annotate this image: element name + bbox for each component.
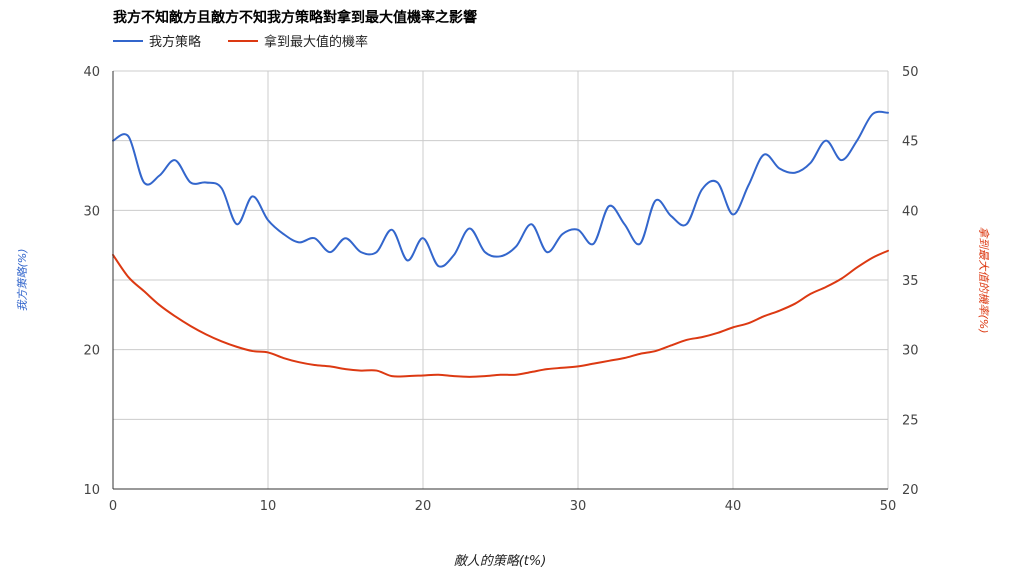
x-tick-label-3: 30 [570,499,587,514]
y-axis-right-title: 拿到最大值的機率(%) [977,226,990,333]
tick-labels: 0 10 20 30 40 50 10 20 30 40 20 25 30 35 40 45 50 [83,65,918,514]
x-tick-label-0: 0 [109,499,117,514]
legend-label-series-0[interactable]: 我方策略 [149,34,201,50]
y-left-tick-label-3: 40 [83,65,100,80]
axes [112,71,888,490]
x-tick-label-1: 10 [260,499,277,514]
x-tick-label-2: 20 [415,499,432,514]
y-right-tick-label-2: 30 [902,344,919,359]
y-left-tick-label-0: 10 [83,483,100,498]
y-right-tick-label-5: 45 [902,135,919,150]
series-line-1[interactable] [112,249,889,378]
y-left-tick-label-1: 20 [83,344,100,359]
chart-title: 我方不知敵方且敵方不知我方策略對拿到最大值機率之影響 [113,9,477,26]
y-axis-left-title: 我方策略(%) [16,248,29,311]
gridlines [112,70,889,490]
x-axis-title: 敵人的策略(t%) [454,554,547,569]
legend-label-series-1[interactable]: 拿到最大值的機率 [264,34,368,50]
y-right-tick-label-1: 25 [902,413,919,428]
legend: 我方策略 拿到最大值的機率 [113,34,368,50]
y-left-tick-label-2: 30 [83,204,100,219]
y-right-tick-label-3: 35 [902,274,919,289]
y-right-tick-label-0: 20 [902,483,919,498]
y-right-tick-label-4: 40 [902,204,919,219]
x-tick-label-5: 50 [880,499,897,514]
series-lines [112,110,889,378]
x-tick-label-4: 40 [725,499,742,514]
y-right-tick-label-6: 50 [902,65,919,80]
series-line-0[interactable] [112,110,889,268]
